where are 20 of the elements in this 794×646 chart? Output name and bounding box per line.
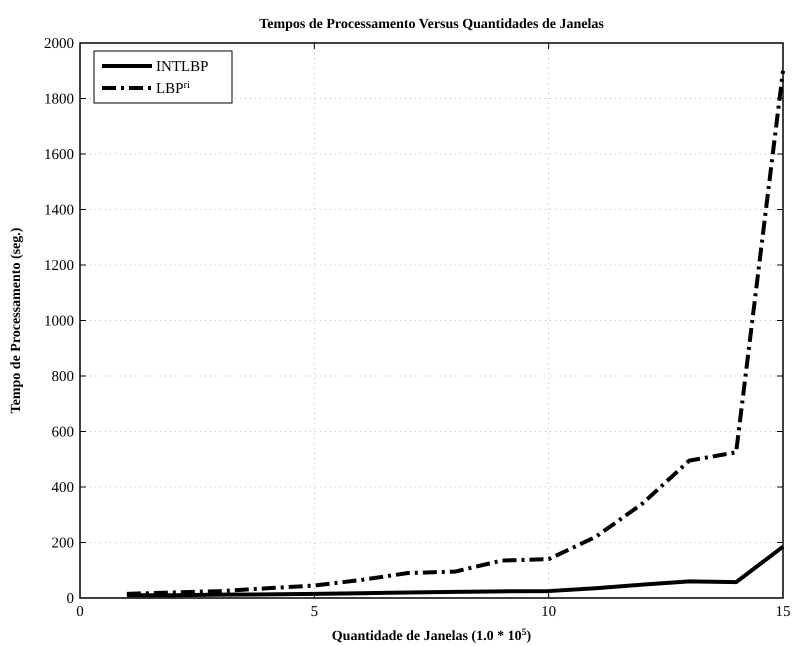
y-tick-label: 2000 [44,36,74,52]
y-tick-label: 1000 [44,314,74,330]
legend-label: INTLBP [156,59,208,75]
y-tick-label: 800 [52,369,74,385]
x-tick-label: 15 [776,604,790,620]
y-tick-label: 1200 [44,258,74,274]
y-tick-label: 1800 [44,92,74,108]
x-tick-label: 5 [310,604,318,620]
y-tick-label: 600 [52,424,74,440]
x-tick-label: 0 [76,604,84,620]
y-tick-label: 400 [52,480,74,496]
y-tick-label: 0 [66,591,74,607]
y-tick-label: 200 [52,536,74,552]
y-axis-title: Tempo de Processamento (seg.) [9,227,24,414]
legend-label: LBP$^{ri}$ [156,80,190,97]
x-axis-title: Quantidade de Janelas (1.0 * 10$^{5}$) [332,626,532,644]
chart-title: Tempos de Processamento Versus Quantidades de Janelas [259,17,604,32]
y-tick-label: 1600 [44,147,74,163]
x-tick-label: 10 [541,604,556,620]
y-tick-label: 1400 [44,202,74,218]
